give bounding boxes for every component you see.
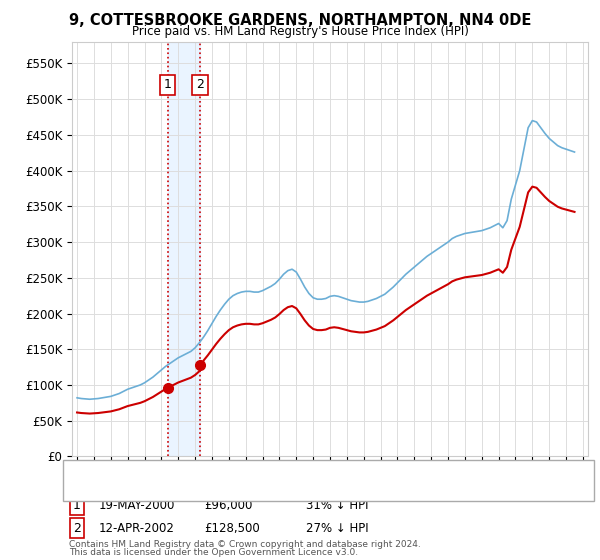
Text: 19-MAY-2000: 19-MAY-2000 [99, 499, 175, 512]
Text: Contains HM Land Registry data © Crown copyright and database right 2024.: Contains HM Land Registry data © Crown c… [69, 540, 421, 549]
Text: 9, COTTESBROOKE GARDENS, NORTHAMPTON, NN4 0DE (detached house): 9, COTTESBROOKE GARDENS, NORTHAMPTON, NN… [102, 465, 490, 475]
Text: £96,000: £96,000 [204, 499, 253, 512]
Text: 31% ↓ HPI: 31% ↓ HPI [306, 499, 368, 512]
Text: 2: 2 [73, 521, 81, 535]
Text: 12-APR-2002: 12-APR-2002 [99, 521, 175, 535]
Text: 27% ↓ HPI: 27% ↓ HPI [306, 521, 368, 535]
Text: HPI: Average price, detached house, West Northamptonshire: HPI: Average price, detached house, West… [102, 483, 419, 493]
Bar [168, 42, 200, 456]
Text: 1: 1 [73, 499, 81, 512]
Text: Price paid vs. HM Land Registry's House Price Index (HPI): Price paid vs. HM Land Registry's House … [131, 25, 469, 38]
Text: 9, COTTESBROOKE GARDENS, NORTHAMPTON, NN4 0DE: 9, COTTESBROOKE GARDENS, NORTHAMPTON, NN… [69, 13, 531, 28]
Text: £128,500: £128,500 [204, 521, 260, 535]
Text: 2: 2 [196, 78, 204, 91]
Text: This data is licensed under the Open Government Licence v3.0.: This data is licensed under the Open Gov… [69, 548, 358, 557]
Text: 1: 1 [164, 78, 172, 91]
